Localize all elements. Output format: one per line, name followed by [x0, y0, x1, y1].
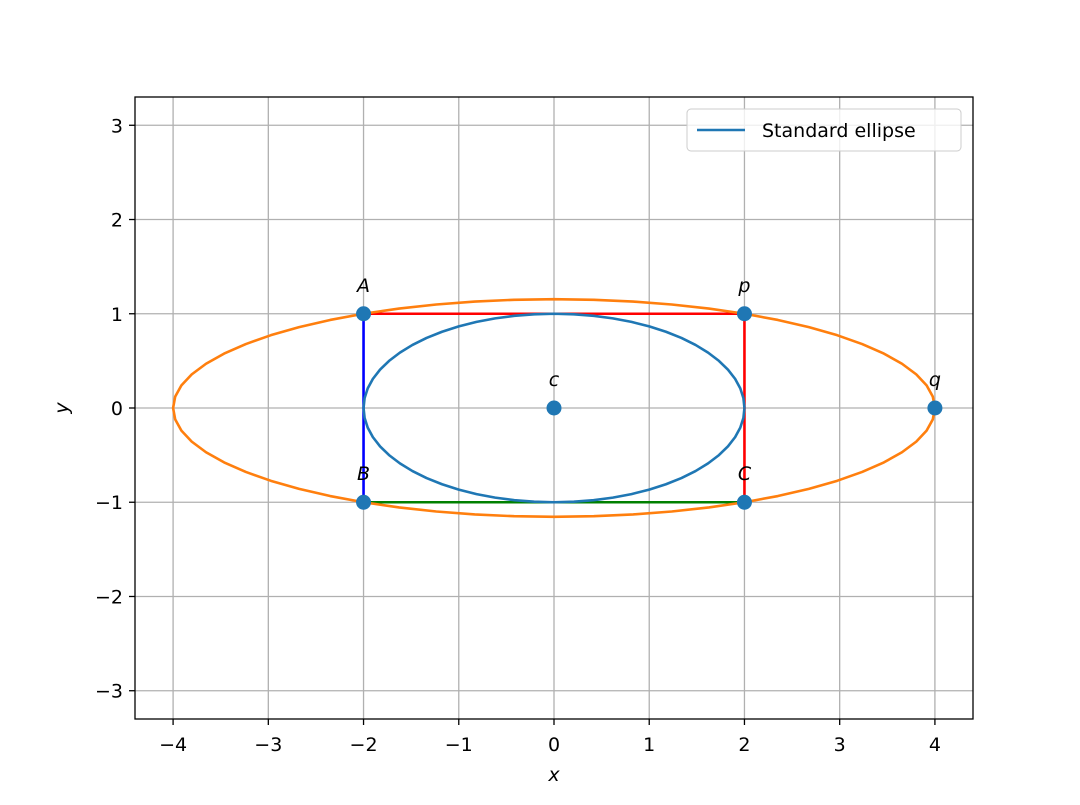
- point-q: [927, 400, 943, 416]
- y-tick-label: −3: [95, 681, 123, 703]
- point-label-B: B: [357, 463, 370, 485]
- x-tick-label: 0: [548, 734, 560, 756]
- y-tick-label: 2: [111, 210, 123, 232]
- standard-ellipse: [362, 312, 746, 504]
- point-A: [356, 306, 372, 322]
- point-label-C: C: [738, 463, 752, 485]
- point-p: [736, 306, 752, 322]
- y-tick-label: −2: [95, 586, 123, 608]
- legend-box: [686, 108, 962, 152]
- point-label-q: q: [929, 369, 941, 391]
- x-tick-label: 4: [929, 734, 941, 756]
- point-label-c: c: [549, 369, 560, 391]
- point-B: [356, 494, 372, 510]
- x-tick-label: 1: [643, 734, 655, 756]
- legend: Standard ellipse: [686, 108, 962, 152]
- y-tick-label: 1: [111, 304, 123, 326]
- x-tick-label: −4: [159, 734, 187, 756]
- x-tick-label: −2: [350, 734, 378, 756]
- point-label-p: p: [737, 275, 750, 297]
- legend-entry-label: Standard ellipse: [762, 120, 916, 142]
- x-tick-label: −3: [254, 734, 282, 756]
- x-tick-label: 3: [834, 734, 846, 756]
- point-label-A: A: [355, 275, 370, 297]
- y-tick-label: 3: [111, 115, 123, 137]
- point-C: [736, 494, 752, 510]
- y-tick-label: −1: [95, 492, 123, 514]
- point-c: [546, 400, 562, 416]
- x-tick-label: −1: [445, 734, 473, 756]
- x-tick-label: 2: [738, 734, 750, 756]
- x-axis-label: x: [547, 764, 560, 786]
- y-axis-label: y: [51, 402, 73, 415]
- y-tick-label: 0: [111, 398, 123, 420]
- ticks: −4 −3 −2 −1 0 1 2 3 4 −3 −2 −1 0 1 2 3: [95, 115, 941, 756]
